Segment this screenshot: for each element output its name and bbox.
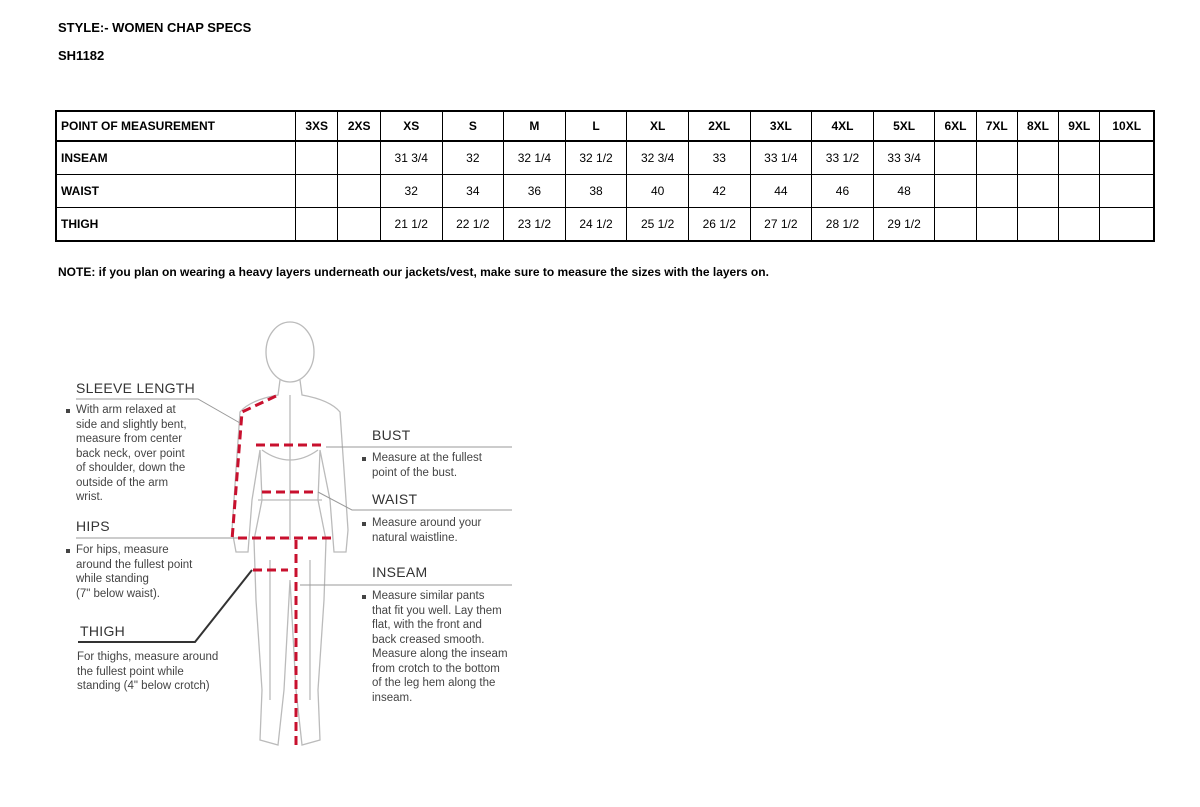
table-row: INSEAM 31 3/4 32 32 1/4 32 1/2 32 3/4 33 33 1/4… [55,140,1155,175]
table-cell [1099,174,1155,208]
column-header-size: 3XL [749,110,813,142]
hips-label: HIPS [76,518,110,534]
measure-lines [230,394,334,745]
layering-note: NOTE: if you plan on wearing a heavy lay… [58,265,769,279]
table-cell: 31 3/4 [379,140,443,175]
column-header-size: 6XL [934,110,977,142]
table-cell [337,207,381,242]
inseam-text: Measure similar pants that fit you well.… [360,589,508,705]
thigh-label: THIGH [80,623,126,639]
style-title: STYLE:- WOMEN CHAP SPECS [58,20,252,35]
column-header-size: 8XL [1016,110,1060,142]
table-cell: 46 [811,174,874,208]
column-header-size: M [503,110,566,142]
thigh-leader-line [78,569,253,643]
table-cell: 42 [687,174,751,208]
table-cell [975,174,1018,208]
table-row: WAIST 32 34 36 38 40 42 44 46 48 [55,174,1155,208]
style-code: SH1182 [58,48,105,63]
table-cell: 27 1/2 [749,207,813,242]
table-row: THIGH 21 1/2 22 1/2 23 1/2 24 1/2 25 1/2 26 1/… [55,207,1155,242]
column-header-size: XL [626,110,689,142]
column-header-size: XS [379,110,443,142]
waist-text: Measure around your natural waistline. [360,516,481,545]
thigh-text: For thighs, measure around the fullest p… [77,651,219,692]
table-cell: 32 1/4 [503,140,566,175]
row-label: THIGH [55,207,296,242]
table-cell: 26 1/2 [687,207,751,242]
table-cell: 44 [749,174,813,208]
column-header-size: 2XS [337,110,381,142]
bust-label: BUST [372,427,411,443]
table-cell: 33 1/4 [749,140,813,175]
sleeve-length-label: SLEEVE LENGTH [76,380,196,396]
table-cell: 29 1/2 [872,207,936,242]
sleeve-measure-line [230,394,277,541]
table-cell [337,174,381,208]
waist-label: WAIST [372,491,418,507]
leader-lines [76,398,512,586]
table-cell [1058,140,1101,175]
table-cell: 33 1/2 [811,140,874,175]
column-header-size: 5XL [872,110,936,142]
bust-text: Measure at the fullest point of the bust… [360,451,482,480]
column-header-size: S [441,110,505,142]
row-label: WAIST [55,174,296,208]
table-cell: 33 3/4 [872,140,936,175]
table-cell: 28 1/2 [811,207,874,242]
table-cell [337,140,381,175]
column-header-size: L [564,110,628,142]
table-cell: 24 1/2 [564,207,628,242]
hips-text: For hips, measure around the fullest poi… [64,543,192,601]
sleeve-length-text: With arm relaxed at side and slightly be… [64,403,187,505]
column-header-size: 10XL [1099,110,1155,142]
column-header-size: 7XL [975,110,1018,142]
size-spec-table: POINT OF MEASUREMENT 3XS 2XS XS S M L XL 2XL 3XL 4… [55,110,1155,242]
table-cell: 38 [564,174,628,208]
table-cell: 32 [379,174,443,208]
table-cell: 40 [626,174,689,208]
table-cell: 32 [441,140,505,175]
column-header-size: 9XL [1058,110,1101,142]
inseam-label: INSEAM [372,564,428,580]
body-outline [231,321,349,746]
table-cell: 34 [441,174,505,208]
table-cell [1058,207,1101,242]
table-cell: 32 1/2 [564,140,628,175]
table-cell [1099,207,1155,242]
table-cell: 36 [503,174,566,208]
table-cell [1058,174,1101,208]
table-cell: 21 1/2 [379,207,443,242]
column-header-size: 2XL [687,110,751,142]
table-cell [1016,174,1060,208]
